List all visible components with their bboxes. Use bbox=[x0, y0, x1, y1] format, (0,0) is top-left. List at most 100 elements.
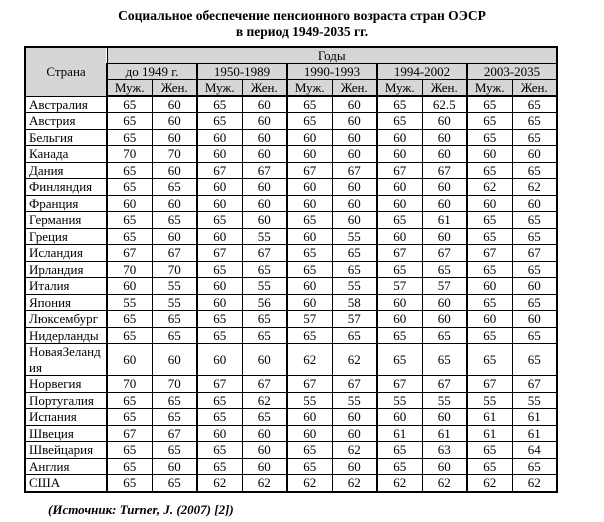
value-cell: 65 bbox=[286, 244, 333, 262]
value-cell: 60 bbox=[376, 408, 423, 426]
value-cell: 65 bbox=[376, 343, 423, 376]
country-cell: Швеция bbox=[24, 424, 108, 442]
value-cell: 60 bbox=[511, 310, 558, 328]
value-cell: 63 bbox=[421, 441, 468, 459]
value-cell: 57 bbox=[286, 310, 333, 328]
value-cell: 60 bbox=[286, 194, 333, 212]
value-cell: 65 bbox=[106, 326, 153, 344]
value-cell: 65 bbox=[466, 128, 513, 146]
value-cell: 67 bbox=[196, 161, 243, 179]
value-cell: 62 bbox=[331, 441, 378, 459]
value-cell: 65 bbox=[151, 441, 198, 459]
value-cell: 60 bbox=[286, 145, 333, 163]
value-cell: 60 bbox=[466, 277, 513, 295]
value-cell: 60 bbox=[511, 277, 558, 295]
value-cell: 55 bbox=[151, 293, 198, 311]
value-cell: 65 bbox=[196, 408, 243, 426]
table-row: Франция 60 60 60 60 60 60 60 60 60 60 bbox=[24, 194, 558, 212]
value-cell: 61 bbox=[376, 424, 423, 442]
value-cell: 55 bbox=[106, 293, 153, 311]
gender-header-male: Муж. bbox=[286, 79, 333, 97]
value-cell: 65 bbox=[421, 260, 468, 278]
value-cell: 65 bbox=[511, 128, 558, 146]
value-cell: 60 bbox=[151, 343, 198, 376]
value-cell: 55 bbox=[331, 277, 378, 295]
value-cell: 61 bbox=[511, 424, 558, 442]
value-cell: 55 bbox=[331, 391, 378, 409]
value-cell: 67 bbox=[196, 375, 243, 393]
table-title-line1: Социальное обеспечение пенсионного возра… bbox=[118, 8, 486, 23]
value-cell: 60 bbox=[331, 424, 378, 442]
value-cell: 60 bbox=[241, 211, 288, 229]
gender-header-male: Муж. bbox=[106, 79, 153, 97]
value-cell: 55 bbox=[241, 227, 288, 245]
table-row: Греция 65 60 60 55 60 55 60 60 65 65 bbox=[24, 227, 558, 245]
value-cell: 57 bbox=[376, 277, 423, 295]
value-cell: 65 bbox=[151, 211, 198, 229]
country-cell: НоваяЗеландия bbox=[24, 343, 108, 376]
value-cell: 60 bbox=[286, 293, 333, 311]
table-body: Австралия 65 60 65 60 65 60 65 62.5 65 65 Австрия 65… bbox=[24, 95, 558, 492]
country-cell: Люксембург bbox=[24, 310, 108, 328]
value-cell: 60 bbox=[421, 128, 468, 146]
country-cell: Франция bbox=[24, 194, 108, 212]
value-cell: 60 bbox=[421, 310, 468, 328]
country-cell: Англия bbox=[24, 457, 108, 475]
value-cell: 62 bbox=[376, 474, 423, 492]
value-cell: 60 bbox=[151, 161, 198, 179]
table-row: НоваяЗеландия 60 60 60 60 62 62 65 65 65 65 bbox=[24, 343, 558, 376]
value-cell: 60 bbox=[241, 178, 288, 196]
value-cell: 65 bbox=[106, 474, 153, 492]
value-cell: 65 bbox=[376, 95, 423, 113]
value-cell: 65 bbox=[106, 112, 153, 130]
value-cell: 60 bbox=[331, 211, 378, 229]
value-cell: 65 bbox=[511, 260, 558, 278]
value-cell: 65 bbox=[511, 457, 558, 475]
value-cell: 55 bbox=[286, 391, 333, 409]
value-cell: 67 bbox=[511, 375, 558, 393]
table-row: Португалия 65 65 65 62 55 55 55 55 55 55 bbox=[24, 391, 558, 409]
value-cell: 65 bbox=[511, 95, 558, 113]
value-cell: 65 bbox=[511, 211, 558, 229]
value-cell: 65 bbox=[331, 326, 378, 344]
value-cell: 65 bbox=[511, 326, 558, 344]
gender-header-female: Жен. bbox=[151, 79, 198, 97]
table-row: Дания 65 60 67 67 67 67 67 67 65 65 bbox=[24, 161, 558, 179]
value-cell: 60 bbox=[106, 194, 153, 212]
country-cell: Швейцария bbox=[24, 441, 108, 459]
value-cell: 60 bbox=[376, 128, 423, 146]
value-cell: 67 bbox=[466, 244, 513, 262]
value-cell: 65 bbox=[466, 326, 513, 344]
value-cell: 60 bbox=[196, 277, 243, 295]
country-cell: Италия bbox=[24, 277, 108, 295]
value-cell: 67 bbox=[286, 161, 333, 179]
value-cell: 65 bbox=[466, 441, 513, 459]
value-cell: 57 bbox=[421, 277, 468, 295]
value-cell: 60 bbox=[196, 145, 243, 163]
table-row: Германия 65 65 65 60 65 60 65 61 65 65 bbox=[24, 211, 558, 229]
value-cell: 70 bbox=[151, 260, 198, 278]
country-cell: Ирландия bbox=[24, 260, 108, 278]
value-cell: 65 bbox=[196, 211, 243, 229]
value-cell: 60 bbox=[376, 310, 423, 328]
value-cell: 65 bbox=[106, 95, 153, 113]
value-cell: 67 bbox=[151, 244, 198, 262]
value-cell: 65 bbox=[286, 211, 333, 229]
value-cell: 60 bbox=[421, 227, 468, 245]
header-row-top: Страна Годы bbox=[24, 46, 558, 97]
gender-header-female: Жен. bbox=[511, 79, 558, 97]
value-cell: 60 bbox=[376, 194, 423, 212]
table-row: Швейцария 65 65 65 60 65 62 65 63 65 64 bbox=[24, 441, 558, 459]
value-cell: 65 bbox=[466, 227, 513, 245]
table-row: Швеция 67 67 60 60 60 60 61 61 61 61 bbox=[24, 424, 558, 442]
value-cell: 62 bbox=[511, 178, 558, 196]
value-cell: 55 bbox=[376, 391, 423, 409]
value-cell: 60 bbox=[241, 95, 288, 113]
country-cell: Исландия bbox=[24, 244, 108, 262]
value-cell: 65 bbox=[286, 112, 333, 130]
value-cell: 65 bbox=[106, 128, 153, 146]
value-cell: 65 bbox=[196, 441, 243, 459]
period-header: до 1949 г. bbox=[106, 63, 198, 80]
value-cell: 65 bbox=[106, 310, 153, 328]
value-cell: 65 bbox=[376, 441, 423, 459]
